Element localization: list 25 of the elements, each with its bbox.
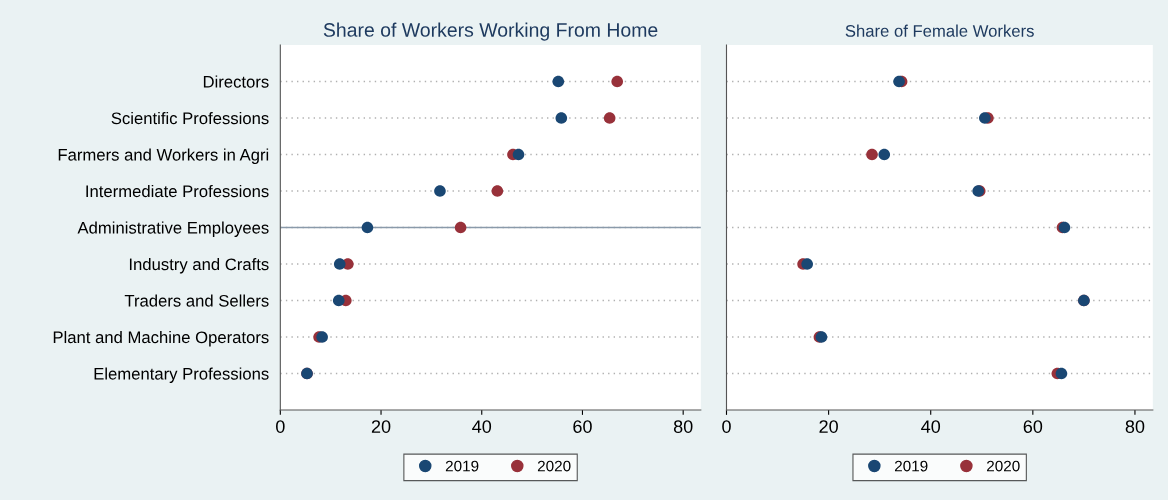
chart-title: Share of Female Workers — [845, 24, 1034, 37]
y-tick-label: Farmers and Workers in Agri — [58, 148, 269, 164]
y-tick-label: Plant and Machine Operators — [53, 330, 269, 347]
x-tick-label: 80 — [673, 420, 693, 433]
x-tick-label: 0 — [276, 420, 285, 433]
x-tick-label: 60 — [573, 420, 592, 433]
y-tick-label: Elementary Professions — [94, 367, 269, 383]
chart-title: Share of Workers Working From Home — [323, 22, 658, 41]
legend-label: 2020 — [537, 460, 571, 472]
y-tick-label: Industry and Crafts — [129, 257, 269, 274]
x-tick-label: 40 — [921, 420, 941, 433]
y-tick-label: Directors — [203, 75, 269, 88]
x-tick-label: 20 — [371, 420, 391, 433]
x-tick-label: 40 — [472, 420, 492, 433]
y-tick-label: Administrative Employees — [77, 221, 269, 237]
y-tick-label: Traders and Sellers — [124, 294, 269, 307]
legend-label: 2019 — [445, 460, 479, 472]
x-tick-label: 80 — [1125, 420, 1145, 433]
x-tick-label: 20 — [819, 420, 838, 433]
legend-label: 2019 — [894, 460, 928, 472]
y-tick-label: Intermediate Professions — [86, 184, 269, 198]
y-tick-label: Scientific Professions — [111, 111, 269, 125]
x-tick-label: 60 — [1023, 420, 1043, 433]
legend-label: 2020 — [987, 460, 1020, 472]
x-tick-label: 0 — [722, 420, 731, 433]
